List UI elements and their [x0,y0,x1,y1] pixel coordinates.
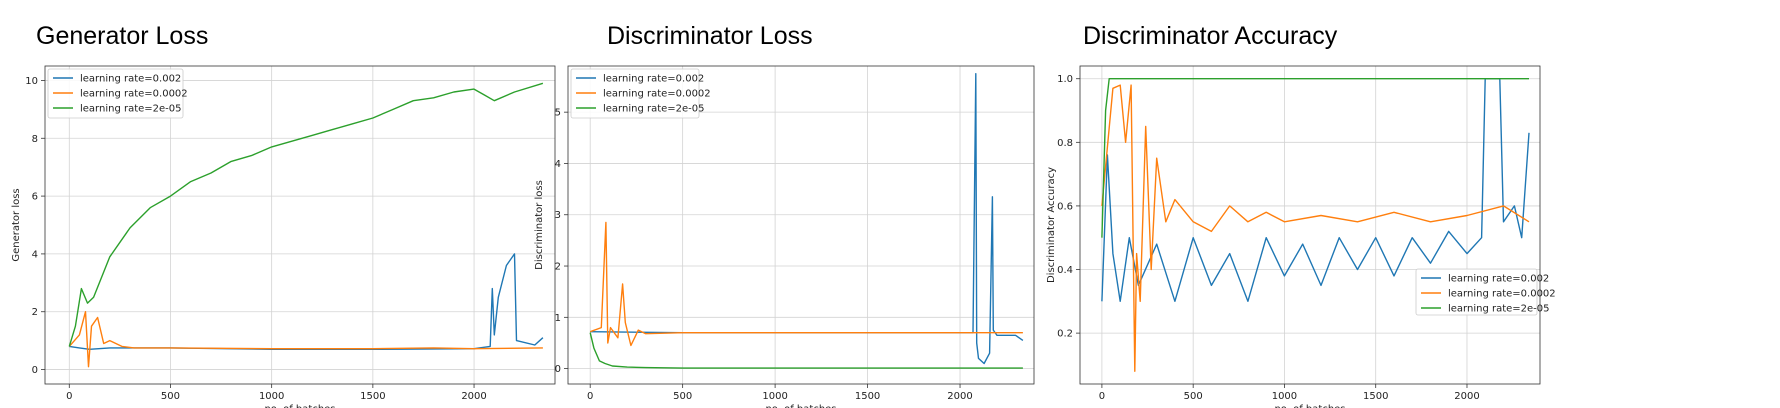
y-tick-label: 10 [25,76,38,87]
legend-box [570,68,700,119]
y-tick-label: 5 [555,108,561,119]
y-tick-label: 0.6 [1057,201,1073,212]
x-tick-label: 1500 [360,391,385,402]
series-line-2 [68,82,544,347]
generator-loss-panel: Generator Loss 0 500 1000 1500 2000 0 2 4 6 8 10 no… [0,0,556,408]
x-tick-label: 2000 [947,391,972,402]
generator-loss-chart: 0 500 1000 1500 2000 0 2 4 6 8 10 no. of batches Gen… [11,65,556,408]
legend-box [47,68,184,119]
x-tick-label: 2000 [1454,391,1479,402]
x-tick-label: 1500 [855,391,880,402]
series-line-1 [68,311,543,368]
y-axis-label: Discriminator loss [534,180,545,270]
discriminator-accuracy-title: Discriminator Accuracy [1083,22,1338,50]
series-line-1 [1101,84,1530,372]
x-tick-label: 1000 [259,391,284,402]
axes-frame [567,65,1035,385]
y-tick-label: 0.8 [1057,138,1073,149]
legend-label: learning rate=2e-05 [1448,304,1550,315]
discriminator-loss-chart: 0 500 1000 1500 2000 0 1 2 3 4 5 no. of batches Disc… [534,65,1035,408]
x-axis-label: no. of batches [765,404,836,408]
y-tick-label: 3 [555,210,561,221]
discriminator-loss-panel: Discriminator Loss 0 500 1000 1500 2000 0 1 2 3 4… [534,0,1060,408]
discriminator-accuracy-chart: 0 500 1000 1500 2000 0.2 0.4 0.6 0.8 1.0 no. of ba… [1046,65,1556,408]
legend-label: learning rate=0.0002 [80,89,188,100]
series-line-2 [589,332,1023,369]
discriminator-loss-title: Discriminator Loss [607,22,813,50]
legend-label: learning rate=0.002 [1448,274,1549,285]
y-tick-label: 4 [555,159,561,170]
x-tick-label: 1000 [762,391,787,402]
x-tick-label: 500 [161,391,180,402]
y-tick-label: 8 [32,134,38,145]
x-axis-label: no. of batches [264,404,335,408]
legend-label: learning rate=0.0002 [1448,289,1556,300]
y-tick-label: 2 [32,307,38,318]
x-tick-label: 500 [673,391,692,402]
legend-label: learning rate=0.0002 [603,89,711,100]
y-tick-label: 1 [555,313,561,324]
legend-label: learning rate=0.002 [80,74,181,85]
legend-label: learning rate=2e-05 [80,104,182,115]
series-line-2 [1101,77,1529,238]
legend-label: learning rate=0.002 [603,74,704,85]
y-axis-label: Generator loss [11,188,22,261]
y-tick-label: 0 [32,365,38,376]
x-tick-label: 0 [1099,391,1105,402]
y-tick-label: 6 [32,192,38,203]
x-axis-label: no. of batches [1274,404,1345,408]
y-tick-label: 0.4 [1057,265,1073,276]
y-tick-label: 0.2 [1057,329,1073,340]
plot-area [1080,66,1540,384]
series-line-1 [589,221,1023,347]
plot-area [568,66,1034,384]
y-tick-label: 4 [32,249,38,260]
y-axis-label: Discriminator Accuracy [1046,167,1057,283]
plot-area [45,66,555,384]
x-tick-label: 500 [1184,391,1203,402]
x-tick-label: 0 [587,391,593,402]
x-tick-label: 0 [66,391,72,402]
axes-frame [44,65,556,385]
y-tick-label: 2 [555,262,561,273]
generator-loss-title: Generator Loss [36,22,209,50]
series-line-0 [69,253,544,350]
x-tick-label: 1500 [1363,391,1388,402]
x-tick-label: 1000 [1272,391,1297,402]
discriminator-accuracy-panel: Discriminator Accuracy 0 500 1000 1500 2000 0… [1046,0,1556,408]
axes-frame [1079,65,1541,385]
y-tick-label: 0 [555,364,561,375]
legend-label: learning rate=2e-05 [603,104,705,115]
x-tick-label: 2000 [461,391,486,402]
y-tick-label: 1.0 [1057,74,1073,85]
legend-box [1415,268,1538,316]
